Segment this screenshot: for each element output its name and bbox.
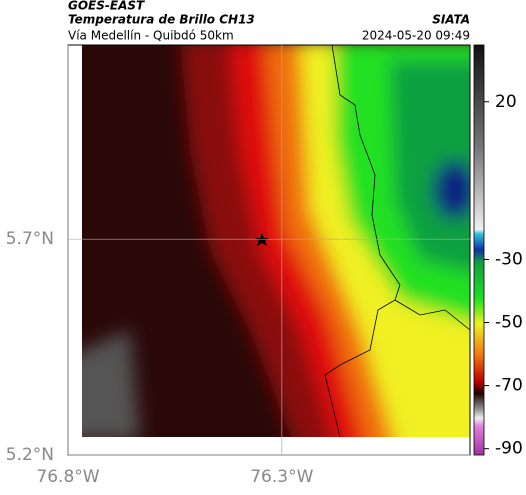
colorbar: [473, 44, 485, 456]
colorbar-tick-label: -30: [495, 249, 523, 269]
title: GOES-EAST: [68, 0, 145, 13]
x-tick-label: 76.8°W: [36, 467, 99, 487]
x-tick-label: 76.3°W: [250, 467, 313, 487]
timestamp: 2024-05-20 09:49: [362, 29, 470, 43]
colorbar-tick-label: -70: [495, 376, 523, 396]
source: SIATA: [432, 13, 470, 27]
route: Vía Medellín - Quibdó 50km: [68, 29, 234, 43]
subtitle: Temperatura de Brillo CH13: [68, 13, 255, 27]
colorbar-tick-label: 20: [495, 92, 517, 112]
y-tick-label: 5.7°N: [6, 229, 54, 249]
satellite-image: [82, 45, 470, 437]
colorbar-tick-label: -90: [495, 439, 523, 459]
y-tick-label: 5.2°N: [6, 445, 54, 465]
colorbar-tick-label: -50: [495, 313, 523, 333]
